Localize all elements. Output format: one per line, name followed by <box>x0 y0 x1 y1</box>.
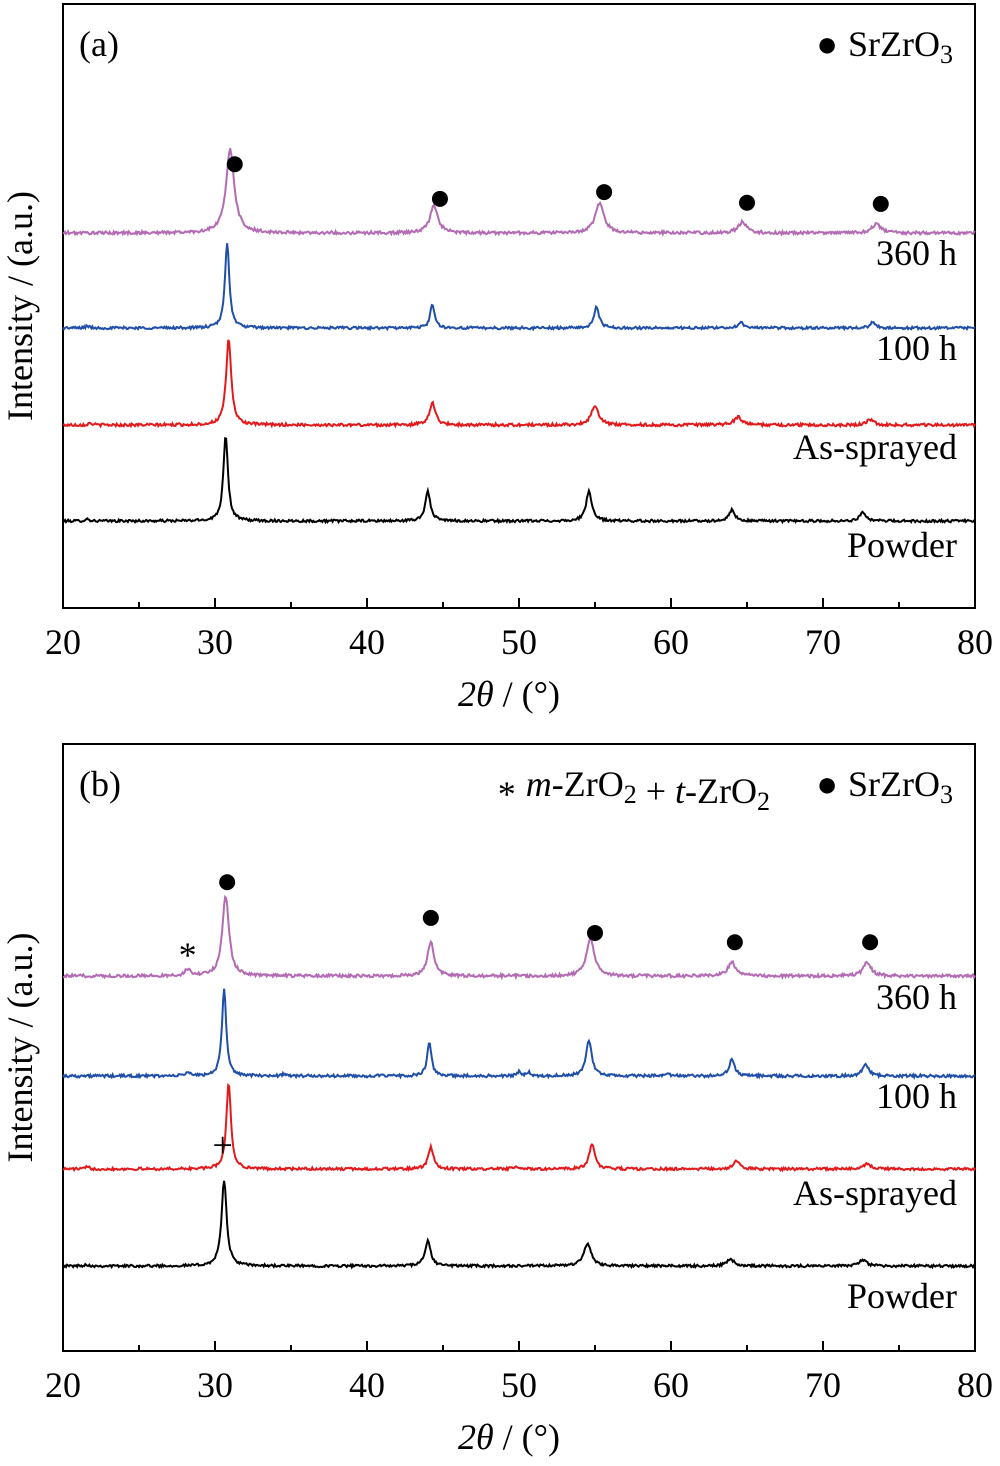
series-label: Powder <box>847 525 957 565</box>
phase-marker-srzro3 <box>219 874 236 891</box>
phase-marker-srzro3 <box>739 194 755 211</box>
series-label: Powder <box>847 1276 957 1316</box>
x-tick-label: 40 <box>349 622 385 662</box>
series-line-100-h <box>62 988 976 1081</box>
phase-marker-srzro3 <box>862 934 879 951</box>
phase-marker-srzro3 <box>872 195 889 212</box>
series-line-360-h <box>62 894 976 981</box>
x-tick-label: 50 <box>501 622 537 662</box>
x-tick-label: 30 <box>197 622 233 662</box>
legend-entry: m-ZrO2 + t-ZrO2 <box>526 764 770 816</box>
series-line-powder <box>62 437 976 525</box>
panel-label: (b) <box>79 764 121 804</box>
plot-frame <box>62 3 976 609</box>
series-label: As-sprayed <box>793 1173 957 1213</box>
y-axis-title: Intensity / (a.u.) <box>0 191 40 421</box>
phase-marker-zro2: * <box>179 935 197 975</box>
series-label: 360 h <box>876 233 957 273</box>
y-axis-title: Intensity / (a.u.) <box>0 933 40 1163</box>
x-tick-label: 80 <box>957 1365 993 1405</box>
phase-marker-srzro3 <box>226 156 243 173</box>
legend-entry: SrZrO3 <box>848 24 953 69</box>
phase-marker-srzro3 <box>726 934 743 951</box>
x-axis-title: 2θ / (°) <box>458 1417 560 1457</box>
series-label: 360 h <box>876 977 957 1017</box>
plot-frame <box>62 743 976 1352</box>
series-line-360-h <box>62 148 976 237</box>
series-label: 100 h <box>876 328 957 368</box>
phase-marker-srzro3 <box>596 184 613 201</box>
phase-marker-srzro3 <box>587 924 603 941</box>
x-tick-label: 40 <box>349 1365 385 1405</box>
legend-marker-icon: ● <box>816 24 838 64</box>
xrd-panel-a: 20 30 40 50 60 70 80 2θ / (°) Intensity / (a.u.)… <box>0 3 993 714</box>
x-axis-title: 2θ / (°) <box>458 674 560 714</box>
panel-label: (a) <box>79 24 119 64</box>
legend-entry: SrZrO3 <box>848 764 953 809</box>
x-tick-label: 20 <box>45 622 81 662</box>
legend-marker-icon: ● <box>816 764 838 804</box>
series-line-100-h <box>62 243 976 332</box>
series-line-as-sprayed <box>62 1082 976 1173</box>
legend-marker-icon: * <box>498 774 516 814</box>
series-line-powder <box>62 1180 976 1270</box>
x-tick-label: 30 <box>197 1365 233 1405</box>
x-tick-label: 20 <box>45 1365 81 1405</box>
series-label: As-sprayed <box>793 427 957 467</box>
x-tick-label: 80 <box>957 622 993 662</box>
x-tick-label: 60 <box>653 1365 689 1405</box>
x-tick-label: 50 <box>501 1365 537 1405</box>
phase-marker-srzro3 <box>422 909 439 926</box>
plus-annotation: + <box>212 1125 232 1165</box>
x-tick-label: 70 <box>805 1365 841 1405</box>
xrd-panel-b: 20 30 40 50 60 70 80 2θ / (°) Intensity / (a.u.)… <box>0 743 993 1457</box>
series-line-as-sprayed <box>62 339 976 429</box>
series-label: 100 h <box>876 1076 957 1116</box>
phase-marker-srzro3 <box>431 190 448 207</box>
x-tick-label: 70 <box>805 622 841 662</box>
x-tick-label: 60 <box>653 622 689 662</box>
